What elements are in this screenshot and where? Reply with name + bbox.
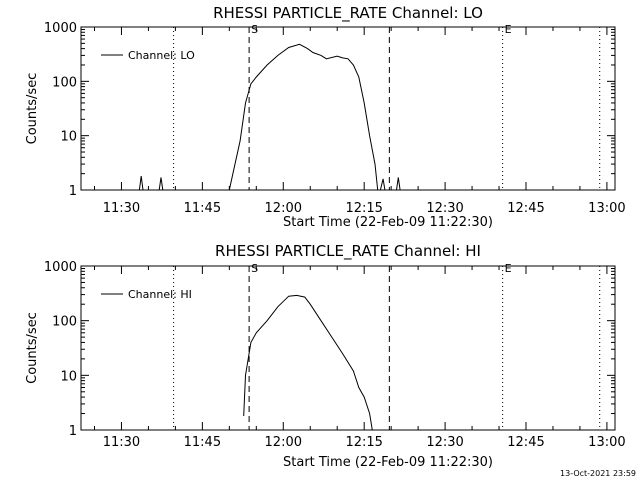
marker-label: E bbox=[505, 23, 512, 36]
x-tick-label: 13:00 bbox=[588, 201, 625, 216]
x-tick-label: 12:30 bbox=[426, 201, 463, 216]
marker-label: S bbox=[251, 262, 258, 275]
y-tick-label: 1 bbox=[69, 184, 77, 199]
x-tick-label: 12:00 bbox=[265, 201, 302, 216]
y-tick-label: 1 bbox=[69, 424, 77, 439]
x-tick-label: 11:45 bbox=[184, 201, 221, 216]
x-tick-label: 12:15 bbox=[345, 435, 382, 450]
x-axis-label: Start Time (22-Feb-09 11:22:30) bbox=[283, 455, 493, 470]
legend-entry: Channel: HI bbox=[128, 288, 192, 301]
x-tick-label: 11:30 bbox=[103, 201, 140, 216]
marker-label: S bbox=[251, 23, 258, 36]
x-tick-label: 12:15 bbox=[345, 201, 382, 216]
y-tick-label: 100 bbox=[52, 75, 77, 90]
panel-hi: RHESSI PARTICLE_RATE Channel: HI 11:30 11:… bbox=[25, 242, 626, 470]
x-tick-label: 12:45 bbox=[507, 201, 544, 216]
y-axis-label: Counts/sec bbox=[25, 312, 40, 384]
marker-label: E bbox=[505, 262, 512, 275]
panel-lo: RHESSI PARTICLE_RATE Channel: LO 11:30 11:… bbox=[25, 4, 626, 230]
x-tick-label: 11:30 bbox=[103, 435, 140, 450]
chart-title: RHESSI PARTICLE_RATE Channel: HI bbox=[215, 242, 481, 261]
x-axis-label: Start Time (22-Feb-09 11:22:30) bbox=[283, 215, 493, 230]
x-tick-label: 11:45 bbox=[184, 435, 221, 450]
plot-frame bbox=[80, 265, 616, 431]
y-tick-label: 100 bbox=[52, 315, 77, 330]
y-axis-label: Counts/sec bbox=[25, 73, 40, 145]
x-tick-label: 12:00 bbox=[265, 435, 302, 450]
y-tick-label: 10 bbox=[60, 369, 77, 384]
series-line bbox=[243, 294, 373, 431]
x-tick-label: 12:45 bbox=[507, 435, 544, 450]
x-tick-label: 12:30 bbox=[426, 435, 463, 450]
chart-title: RHESSI PARTICLE_RATE Channel: LO bbox=[213, 4, 483, 23]
footer-timestamp: 13-Oct-2021 23:59 bbox=[560, 469, 636, 478]
y-tick-label: 1000 bbox=[44, 21, 77, 36]
legend-entry: Channel: LO bbox=[128, 49, 195, 62]
plot-frame bbox=[80, 26, 616, 191]
y-tick-label: 10 bbox=[60, 130, 77, 145]
series-line bbox=[138, 43, 402, 191]
x-tick-label: 13:00 bbox=[588, 435, 625, 450]
y-tick-label: 1000 bbox=[44, 260, 77, 275]
